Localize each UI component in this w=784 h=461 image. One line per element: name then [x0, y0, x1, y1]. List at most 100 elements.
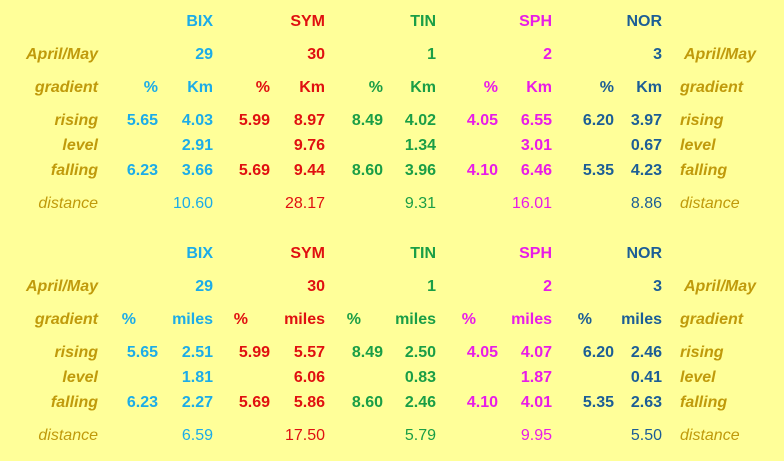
table2-tin-day: 1 — [427, 278, 436, 295]
table2-bix-day: 29 — [195, 278, 213, 295]
table2-sym-falling-pct: 5.69 — [238, 394, 270, 411]
table2-sph-rising-value: 4.07 — [520, 344, 552, 361]
table2-bix-unit-header: miles — [172, 311, 213, 328]
table1-nor-pct-header: % — [599, 79, 614, 96]
table2-sph-rising-pct: 4.05 — [466, 344, 498, 361]
table1-tin-rising-value: 4.02 — [404, 112, 436, 129]
table1-sph-pct-header: % — [483, 79, 498, 96]
table2-bix-level-value: 1.81 — [181, 369, 213, 386]
table1-sym-unit-header: Km — [299, 79, 325, 96]
table1-bix-falling-pct: 6.23 — [126, 162, 158, 179]
table1-tin-distance-value: 9.31 — [404, 195, 436, 212]
table2-nor-falling-value: 2.63 — [630, 394, 662, 411]
table1-sph-unit-header: Km — [526, 79, 552, 96]
table1-sym-pct-header: % — [255, 79, 270, 96]
table2-bix-rising-value: 2.51 — [181, 344, 213, 361]
table2-sph-falling-pct: 4.10 — [466, 394, 498, 411]
table2-tin-rising-value: 2.50 — [404, 344, 436, 361]
table1-sym-level-value: 9.76 — [293, 137, 325, 154]
table1-sph-distance-value: 16.01 — [511, 195, 552, 212]
table1-tin-level-value: 1.34 — [404, 137, 436, 154]
table1-tin-rising-pct: 8.49 — [351, 112, 383, 129]
table2-sym-rising-pct: 5.99 — [238, 344, 270, 361]
table1-gradient-label-right: gradient — [680, 79, 744, 96]
table1-falling-label-left: falling — [50, 162, 98, 179]
table1-distance-label-right: distance — [680, 195, 740, 212]
table2-rising-label-left: rising — [54, 344, 98, 361]
table1-sph-falling-value: 6.46 — [520, 162, 552, 179]
table2-rising-label-right: rising — [680, 344, 724, 361]
table1-tin-stage-name: TIN — [410, 13, 436, 30]
table2-level-label-right: level — [680, 369, 716, 386]
table2-sym-unit-header: miles — [284, 311, 325, 328]
table2-sym-stage-name: SYM — [290, 245, 325, 262]
table1-distance-label-left: distance — [38, 195, 98, 212]
table1-bix-distance-value: 10.60 — [172, 195, 213, 212]
table2-tin-unit-header: miles — [395, 311, 436, 328]
table1-falling-label-right: falling — [680, 162, 728, 179]
table1-tin-pct-header: % — [368, 79, 383, 96]
table2-sph-stage-name: SPH — [519, 245, 552, 262]
table1-bix-stage-name: BIX — [186, 13, 213, 30]
table2-tin-pct-header: % — [346, 311, 361, 328]
table1-sph-stage-name: SPH — [519, 13, 552, 30]
table1-tin-day: 1 — [427, 46, 436, 63]
table2-falling-label-right: falling — [680, 394, 728, 411]
table2-sym-distance-value: 17.50 — [284, 427, 325, 444]
table2-sph-unit-header: miles — [511, 311, 552, 328]
table2-month-label-left: April/May — [25, 278, 98, 295]
table1-sym-falling-pct: 5.69 — [238, 162, 270, 179]
table1-nor-falling-pct: 5.35 — [582, 162, 614, 179]
table2-gradient-label-left: gradient — [34, 311, 98, 328]
table2-sym-pct-header: % — [233, 311, 248, 328]
table1-sph-day: 2 — [543, 46, 552, 63]
table1-bix-rising-value: 4.03 — [181, 112, 213, 129]
table1-month-label-right: April/May — [684, 46, 757, 63]
table1-bix-rising-pct: 5.65 — [126, 112, 158, 129]
table1-bix-day: 29 — [195, 46, 213, 63]
table1-tin-falling-value: 3.96 — [404, 162, 436, 179]
table2-sym-day: 30 — [307, 278, 325, 295]
table1-sph-level-value: 3.01 — [520, 137, 552, 154]
table1-sph-falling-pct: 4.10 — [466, 162, 498, 179]
table2-bix-rising-pct: 5.65 — [126, 344, 158, 361]
table2-level-label-left: level — [62, 369, 98, 386]
table2-gradient-label-right: gradient — [680, 311, 744, 328]
table1-level-label-right: level — [680, 137, 716, 154]
table2-tin-stage-name: TIN — [410, 245, 436, 262]
table1-tin-falling-pct: 8.60 — [351, 162, 383, 179]
table1-sym-rising-pct: 5.99 — [238, 112, 270, 129]
table1-sym-distance-value: 28.17 — [284, 195, 325, 212]
table1-tin-unit-header: Km — [410, 79, 436, 96]
table1-bix-level-value: 2.91 — [181, 137, 213, 154]
table1-nor-falling-value: 4.23 — [630, 162, 662, 179]
table2-sph-level-value: 1.87 — [520, 369, 552, 386]
table1-bix-pct-header: % — [143, 79, 158, 96]
table2-tin-rising-pct: 8.49 — [351, 344, 383, 361]
table2-sym-rising-value: 5.57 — [293, 344, 325, 361]
table1-rising-label-right: rising — [680, 112, 724, 129]
table1-level-label-left: level — [62, 137, 98, 154]
table2-bix-pct-header: % — [121, 311, 136, 328]
table1-gradient-label-left: gradient — [34, 79, 98, 96]
table1-nor-unit-header: Km — [636, 79, 662, 96]
table2-bix-falling-value: 2.27 — [181, 394, 213, 411]
table2-distance-label-left: distance — [38, 427, 98, 444]
table2-nor-pct-header: % — [577, 311, 592, 328]
table2-falling-label-left: falling — [50, 394, 98, 411]
table2-nor-day: 3 — [653, 278, 662, 295]
table2-tin-falling-value: 2.46 — [404, 394, 436, 411]
table1-sph-rising-value: 6.55 — [520, 112, 552, 129]
table2-tin-falling-pct: 8.60 — [351, 394, 383, 411]
table2-tin-level-value: 0.83 — [404, 369, 436, 386]
table2-tin-distance-value: 5.79 — [404, 427, 436, 444]
table2-month-label-right: April/May — [684, 278, 757, 295]
table2-nor-level-value: 0.41 — [630, 369, 662, 386]
table1-sym-falling-value: 9.44 — [293, 162, 325, 179]
table2-bix-distance-value: 6.59 — [181, 427, 213, 444]
table1-month-label-left: April/May — [25, 46, 98, 63]
table2-nor-rising-value: 2.46 — [630, 344, 662, 361]
table1-nor-day: 3 — [653, 46, 662, 63]
table1-nor-rising-value: 3.97 — [630, 112, 662, 129]
table2-sph-falling-value: 4.01 — [520, 394, 552, 411]
